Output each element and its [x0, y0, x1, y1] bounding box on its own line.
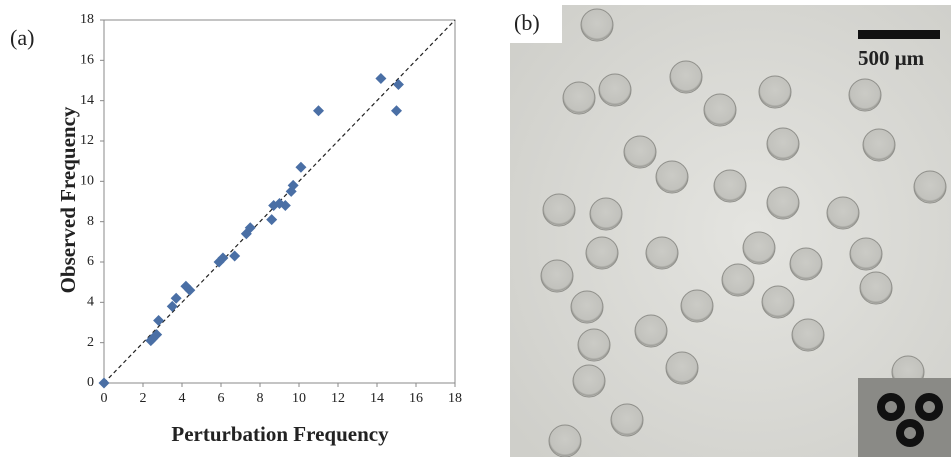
data-point [153, 314, 165, 326]
data-point [217, 252, 229, 264]
droplet [645, 236, 679, 270]
panel-label: (a) [10, 25, 34, 50]
droplet [634, 314, 668, 348]
droplet [585, 236, 619, 270]
data-point [313, 105, 324, 117]
data-point [170, 292, 182, 304]
droplet [540, 259, 574, 293]
droplet [766, 127, 800, 161]
droplet [572, 364, 606, 398]
x-tick-label: 0 [101, 391, 108, 406]
y-tick-label: 2 [87, 335, 94, 350]
droplet [913, 170, 947, 204]
droplet [721, 263, 755, 297]
data-point [166, 300, 178, 312]
x-tick-label: 4 [179, 391, 186, 406]
x-tick-label: 6 [218, 391, 225, 406]
droplet [580, 8, 614, 42]
droplet [789, 247, 823, 281]
x-axis-title: Perturbation Frequency [171, 422, 389, 446]
panel-label: (b) [514, 10, 540, 35]
x-tick-label: 16 [409, 391, 423, 406]
y-axis-title: Observed Frequency [56, 106, 80, 293]
y-tick-label: 14 [80, 93, 94, 108]
y-tick-label: 12 [80, 133, 94, 148]
label-box [510, 5, 562, 43]
data-point [391, 105, 402, 117]
data-point [375, 72, 387, 84]
droplet [577, 328, 611, 362]
droplet [665, 351, 699, 385]
y-tick-label: 18 [80, 12, 94, 27]
droplet [669, 60, 703, 94]
droplet [758, 75, 792, 109]
droplet [826, 196, 860, 230]
data-point [98, 377, 110, 389]
droplet [848, 78, 882, 112]
droplet [713, 169, 747, 203]
droplet [655, 160, 689, 194]
y-tick-label: 16 [80, 53, 94, 68]
y-tick-label: 10 [80, 174, 94, 189]
droplet [761, 285, 795, 319]
droplet [623, 135, 657, 169]
droplet [589, 197, 623, 231]
x-tick-label: 8 [257, 391, 264, 406]
x-tick-label: 12 [331, 391, 345, 406]
x-tick-label: 14 [370, 391, 384, 406]
scale-bar-label: 500 μm [858, 46, 925, 70]
data-point [244, 222, 256, 234]
y-tick-label: 8 [87, 214, 94, 229]
droplet [542, 193, 576, 227]
data-point [392, 79, 404, 91]
droplets [540, 8, 947, 457]
droplet [610, 403, 644, 437]
data-point [295, 161, 307, 173]
droplet [680, 289, 714, 323]
data-point [151, 329, 163, 341]
data-point [229, 250, 241, 262]
droplet [766, 186, 800, 220]
x-tick-label: 10 [292, 391, 306, 406]
y-tick-label: 4 [87, 295, 94, 310]
droplet [859, 271, 893, 305]
data-point [279, 200, 291, 212]
plot-frame [103, 19, 456, 384]
data-point [266, 214, 278, 226]
y-tick-label: 0 [87, 375, 94, 390]
x-tick-label: 18 [448, 391, 462, 406]
droplet [791, 318, 825, 352]
droplet [862, 128, 896, 162]
inset-droplets [877, 393, 943, 447]
scale-bar [858, 30, 940, 39]
droplet [849, 237, 883, 271]
micrograph: (b) 500 μm [510, 5, 951, 457]
data-point [184, 284, 196, 296]
droplet [742, 231, 776, 265]
droplet [548, 424, 582, 457]
y-tick-label: 6 [87, 254, 94, 269]
droplet [562, 81, 596, 115]
droplet [598, 73, 632, 107]
droplet [570, 290, 604, 324]
droplet [703, 93, 737, 127]
x-tick-label: 2 [140, 391, 147, 406]
data-point [287, 179, 299, 191]
